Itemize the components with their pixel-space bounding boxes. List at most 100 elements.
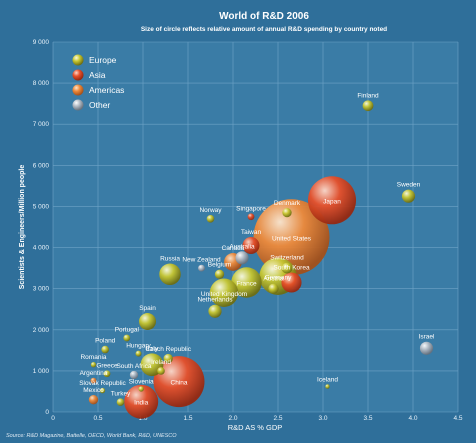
- y-tick-label: 4 000: [33, 245, 50, 252]
- bubble-poland: [101, 345, 109, 354]
- chart-title: World of R&D 2006: [219, 11, 309, 22]
- y-axis-label: Scientists & Engineers/Million people: [19, 165, 26, 290]
- label-taiwan: Taiwan: [241, 229, 262, 236]
- label-australia: Australia: [229, 243, 255, 250]
- label-argentina: Argentina: [80, 370, 108, 377]
- bubble-japan: [307, 176, 357, 225]
- label-japan: Japan: [323, 198, 341, 205]
- bubble-finland: [362, 100, 374, 112]
- label-norway: Norway: [199, 207, 222, 214]
- y-tick-label: 0: [45, 409, 49, 416]
- bubble-france: [231, 267, 262, 298]
- y-tick-labels: 0 1 000 2 000 3 000 4 000 5 000 6 000 7 000 8 00…: [33, 39, 50, 416]
- label-portugal: Portugal: [115, 327, 140, 334]
- label-italy: Italy: [146, 345, 159, 352]
- y-tick-label: 8 000: [33, 80, 50, 87]
- x-axis-label: R&D AS % GDP: [228, 423, 283, 432]
- bubble-australia: [235, 251, 249, 265]
- label-greece: Greece: [96, 362, 118, 369]
- bubble-taiwan: [242, 237, 260, 254]
- bubble-argentina: [90, 377, 97, 384]
- point-labels: Finland Sweden Japan Denmark Singapore Norway…: [79, 92, 435, 406]
- label-india: India: [134, 400, 148, 407]
- x-tick-label: 0.5: [93, 415, 102, 422]
- bubble-israel: [419, 341, 434, 355]
- label-poland: Poland: [95, 338, 116, 345]
- x-tick-label: 2.0: [228, 415, 237, 422]
- bubble-south-korea: [281, 272, 302, 293]
- bubble-switzerland: [281, 262, 293, 274]
- label-canada: Canada: [222, 245, 245, 252]
- x-tick-label: 2.5: [273, 415, 282, 422]
- bubble-mexico: [88, 395, 99, 405]
- bubble-iceland: [325, 384, 330, 389]
- bubble-portugal: [123, 334, 131, 342]
- label-denmark: Denmark: [274, 200, 301, 207]
- legend-swatch-americas: [72, 84, 84, 96]
- label-israel: Israel: [419, 334, 435, 341]
- source-note: Source: R&D Magazine, Battelle, OECD, Wo…: [6, 433, 177, 439]
- bubble-norway: [206, 214, 215, 223]
- label-south-korea: South Korea: [273, 264, 310, 271]
- legend: Europe Asia Americas Other: [72, 54, 124, 111]
- bubble-ireland: [157, 367, 165, 375]
- bubble-sweden: [401, 189, 416, 203]
- bubble-singapore: [247, 213, 255, 221]
- bubble-denmark: [282, 207, 292, 218]
- label-slovak-republic: Slovak Republic: [79, 380, 126, 387]
- label-austria: Austria: [263, 276, 284, 283]
- bubbles: [88, 100, 434, 419]
- bubble-austria: [268, 283, 279, 294]
- bubble-romania: [90, 362, 97, 368]
- label-mexico: Mexico: [83, 387, 104, 394]
- label-spain: Spain: [139, 305, 156, 312]
- label-russia: Russia: [160, 256, 180, 263]
- bubble-china: [153, 356, 205, 408]
- bubble-belgium: [214, 269, 225, 279]
- bubble-hungary: [135, 350, 142, 357]
- label-switzerland: Switzerland: [270, 255, 304, 262]
- label-sweden: Sweden: [397, 182, 421, 189]
- y-tick-label: 1 000: [33, 368, 50, 375]
- label-iceland: Iceland: [317, 376, 338, 383]
- legend-label-americas: Americas: [89, 85, 124, 95]
- label-united-states: United States: [272, 235, 312, 242]
- label-finland: Finland: [357, 92, 379, 99]
- label-netherlands: Netherlands: [197, 297, 233, 304]
- label-france: France: [236, 281, 257, 288]
- y-tick-label: 5 000: [33, 203, 50, 210]
- y-tick-label: 6 000: [33, 162, 50, 169]
- label-belgium: Belgium: [208, 262, 231, 269]
- bubble-russia: [159, 263, 181, 286]
- y-tick-label: 2 000: [33, 327, 50, 334]
- x-tick-label: 4.0: [408, 415, 417, 422]
- label-new-zealand: New Zealand: [182, 257, 221, 264]
- y-tick-label: 9 000: [33, 39, 50, 46]
- bubble-czech-republic: [163, 353, 173, 364]
- bubble-slovak-republic: [99, 387, 106, 394]
- bubble-greece: [103, 370, 111, 378]
- label-czech-republic: Czech Republic: [145, 346, 191, 353]
- x-tick-label: 3.5: [363, 415, 372, 422]
- x-tick-label: 1.5: [183, 415, 192, 422]
- label-romania: Romania: [80, 354, 106, 361]
- label-slovenia: Slovenia: [129, 378, 154, 385]
- label-hungary: Hungary: [126, 343, 151, 350]
- bubble-netherlands: [208, 304, 222, 318]
- bubble-united-states: [253, 199, 330, 276]
- x-tick-label: 0: [51, 415, 55, 422]
- legend-swatch-other: [72, 99, 84, 111]
- bubble-spain: [139, 313, 156, 331]
- label-south-africa: South Africa: [116, 363, 151, 370]
- gridlines: [52, 41, 459, 413]
- legend-swatch-europe: [72, 54, 84, 66]
- label-china: China: [171, 380, 188, 387]
- legend-label-asia: Asia: [89, 70, 106, 80]
- x-tick-label: 4.5: [453, 415, 462, 422]
- y-tick-label: 7 000: [33, 121, 50, 128]
- legend-swatch-asia: [72, 69, 84, 81]
- label-germany: Germany: [265, 274, 292, 281]
- label-ireland: Ireland: [151, 359, 171, 366]
- label-turkey: Turkey: [111, 390, 131, 397]
